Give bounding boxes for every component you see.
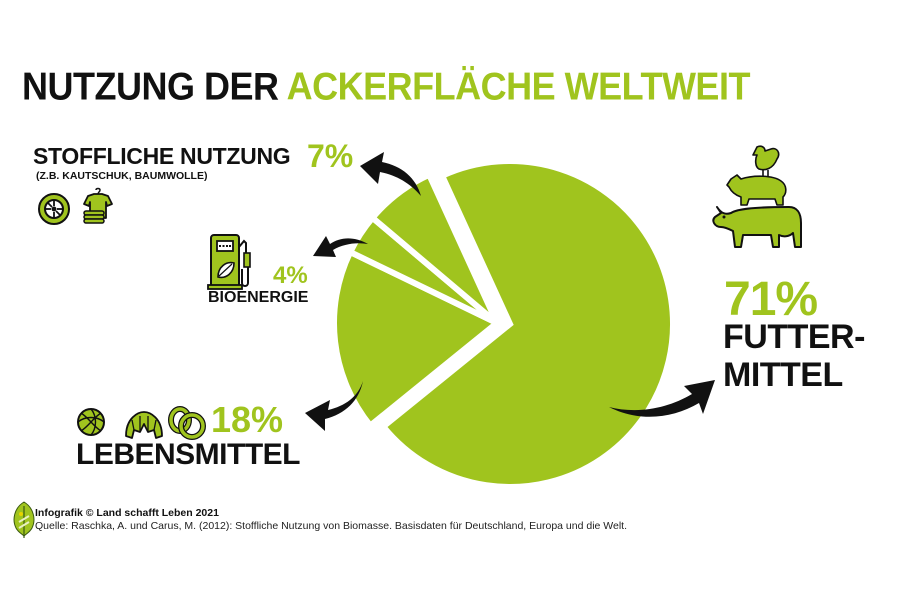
arrow-stoffliche-icon [360, 152, 421, 196]
label-futtermittel-percent: 71% [724, 273, 818, 326]
label-bioenergie-percent: 4% [273, 262, 308, 289]
label-stoffliche-percent: 7% [307, 138, 354, 174]
footer-credit: Infografik © Land schafft Leben 2021 [35, 507, 219, 519]
label-stoffliche-title: STOFFLICHE NUTZUNG [33, 143, 291, 169]
label-bioenergie-title: BIOENERGIE [208, 289, 309, 306]
label-futtermittel-title-line2: MITTEL [723, 356, 843, 394]
pretzel-icon [168, 406, 206, 440]
fuel-pump-leaf-icon [207, 234, 251, 290]
arrow-futtermittel-icon [609, 380, 715, 417]
label-lebensmittel-percent: 18% [211, 399, 284, 440]
title-part-black: NUTZUNG DER [22, 64, 279, 109]
land-schafft-leben-leaf-icon [13, 501, 35, 538]
pie-slice-stoffliche-nutzung [368, 170, 500, 326]
title-part-green: ACKERFLÄCHE WELTWEIT [286, 64, 751, 109]
label-stoffliche-subtitle: (Z.B. KAUTSCHUK, BAUMWOLLE) [36, 170, 208, 182]
arrows [305, 152, 715, 431]
tire-icon [38, 193, 70, 225]
pie-slice-lebensmittel [331, 248, 503, 430]
label-futtermittel-title-line1: FUTTER- [723, 318, 865, 356]
bread-roll-icon [77, 408, 105, 436]
arrow-lebensmittel-icon [305, 381, 363, 431]
arrow-bioenergie-icon [313, 236, 368, 257]
croissant-icon [125, 411, 163, 439]
clothing-icon [83, 187, 113, 224]
page-title: NUTZUNG DER ACKERFLÄCHE WELTWEIT [22, 64, 750, 109]
pie-slices [331, 158, 676, 490]
label-lebensmittel-title: LEBENSMITTEL [76, 438, 301, 471]
footer-source: Quelle: Raschka, A. und Carus, M. (2012)… [35, 520, 628, 532]
chicken-pig-cow-stack-icon [712, 145, 802, 248]
pie-slice-futtermittel [379, 158, 676, 490]
